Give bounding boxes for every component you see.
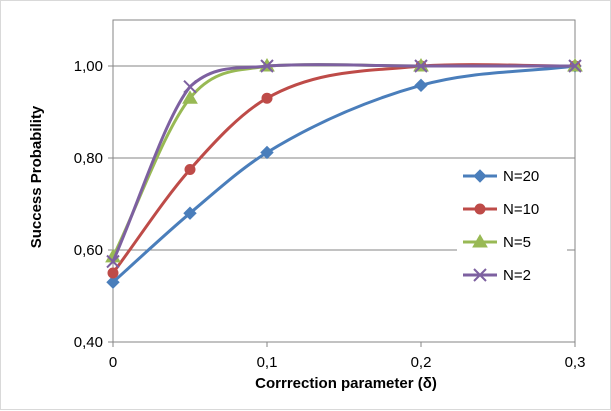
x-tick-label: 0,2 [411,354,432,371]
data-point [414,59,428,73]
legend-swatch-marker [473,268,487,282]
legend-swatch-marker [474,203,486,215]
series-line [111,64,577,284]
data-point [107,267,119,279]
data-point [568,59,582,73]
legend-entry: N=10 [463,201,539,218]
data-point [106,275,120,289]
legend-swatch-marker [472,234,488,248]
series-layer [105,58,583,289]
data-point [184,164,196,175]
legend-label: N=5 [503,234,531,251]
data-point [106,254,120,269]
series-n2 [106,59,582,269]
y-tick-label: 1,00 [74,58,103,75]
legend-swatch-marker [473,169,487,183]
data-point [260,59,274,73]
x-axis-title: Corrrection parameter (δ) [255,375,437,392]
y-axis-title: Success Probability [28,105,45,248]
data-point [260,145,274,160]
data-point [182,90,198,104]
y-tick-label: 0,80 [74,150,103,167]
legend-label: N=10 [503,201,539,218]
legend-label: N=20 [503,168,539,185]
data-point [183,79,197,94]
legend: N=20 N=10 N=5 N=2 [463,168,539,284]
x-tick-label: 0 [109,354,117,371]
data-point [414,78,428,93]
legend-entry: N=20 [463,168,539,185]
x-tick-label: 0,3 [565,354,586,371]
axis-layer [108,65,576,347]
data-point [183,206,197,220]
data-point [261,92,273,104]
y-tick-label: 0,60 [74,242,103,259]
legend-entry: N=2 [463,267,531,284]
tick-layer: 0,40 0,60 0,80 1,00 0 0,1 0,2 0,3 [74,58,586,371]
y-tick-label: 0,40 [74,334,103,351]
legend-entry: N=5 [463,234,531,251]
legend-label: N=2 [503,267,531,284]
x-tick-label: 0,1 [257,354,278,371]
